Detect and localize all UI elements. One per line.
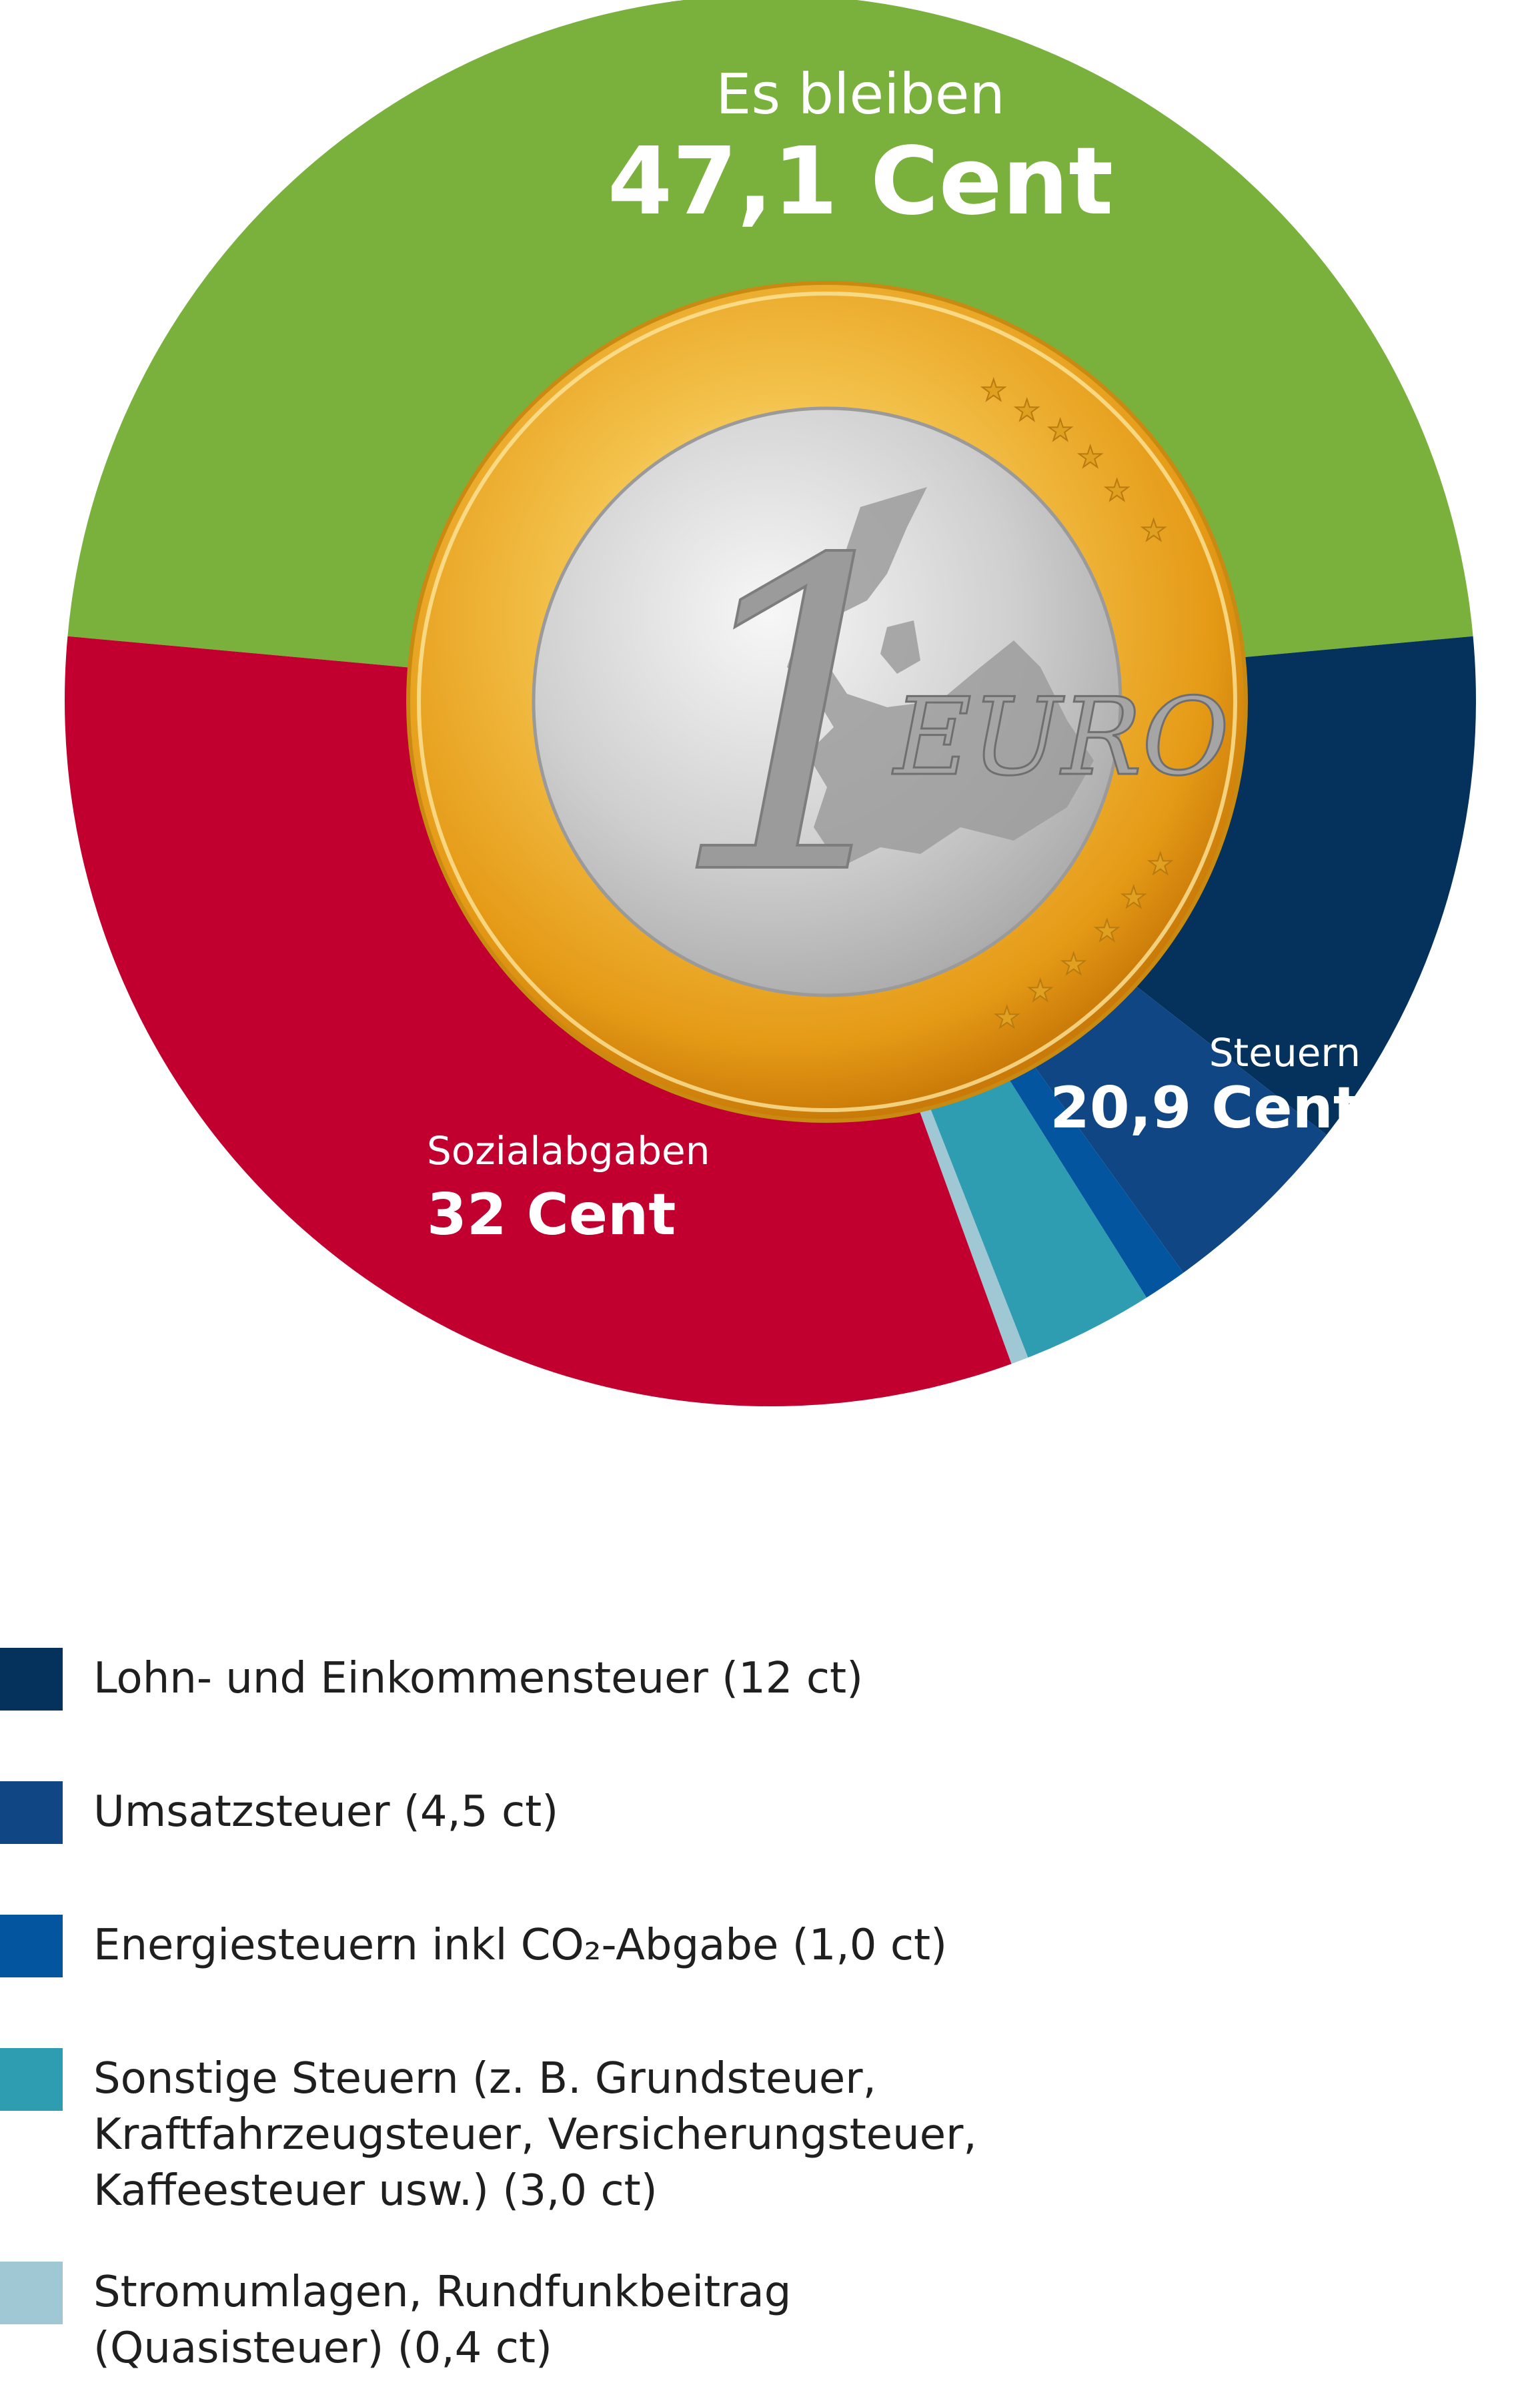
label-remaining: Es bleiben 47,1 Cent [608, 61, 1113, 236]
legend-label: Sonstige Steuern (z. B. Grundsteuer, Kra… [93, 2054, 977, 2216]
legend-swatch [0, 2048, 63, 2111]
label-remaining-caption: Es bleiben [716, 61, 1004, 127]
legend-label: Stromumlagen, Rundfunkbeitrag (Quasisteu… [93, 2268, 792, 2373]
svg-text:★: ★ [1077, 440, 1103, 474]
label-remaining-value: 47,1 Cent [608, 127, 1113, 236]
svg-text:★: ★ [1120, 881, 1146, 915]
legend-label: Lohn- und Einkommensteuer (12 ct) [93, 1654, 864, 1703]
svg-text:★: ★ [1104, 474, 1130, 508]
svg-text:★: ★ [1060, 947, 1086, 981]
one-euro-coin-icon: 1 EURO ★★★ ★★★ ★★★ ★★★ [406, 281, 1248, 1123]
svg-text:★: ★ [1147, 847, 1173, 881]
legend-swatch [0, 2262, 63, 2324]
legend-swatch [0, 1915, 63, 1977]
label-social-value: 32 Cent [427, 1181, 676, 1248]
coin-numeral: 1 [667, 471, 938, 968]
legend-label: Energiesteuern inkl CO₂-Abgabe (1,0 ct) [93, 1921, 948, 1970]
svg-text:★: ★ [994, 1001, 1020, 1035]
legend-item: Umsatzsteuer (4,5 ct) [0, 1781, 558, 1844]
legend-item: Lohn- und Einkommensteuer (12 ct) [0, 1648, 863, 1711]
svg-text:★: ★ [1047, 414, 1073, 448]
label-social: Sozialabgaben 32 Cent [427, 1128, 710, 1248]
svg-text:★: ★ [1014, 394, 1040, 428]
legend-item: Energiesteuern inkl CO₂-Abgabe (1,0 ct) [0, 1915, 947, 1977]
svg-text:★: ★ [1027, 974, 1053, 1008]
svg-text:★: ★ [980, 374, 1006, 408]
label-taxes-caption: Steuern [1209, 1030, 1361, 1075]
legend-label: Umsatzsteuer (4,5 ct) [93, 1787, 559, 1837]
svg-text:★: ★ [1094, 914, 1120, 948]
legend-swatch [0, 1781, 63, 1844]
label-social-caption: Sozialabgaben [427, 1128, 710, 1173]
label-taxes: Steuern 20,9 Cent [1050, 1030, 1361, 1141]
legend-item: Stromumlagen, Rundfunkbeitrag (Quasisteu… [0, 2262, 791, 2376]
legend-swatch [0, 1648, 63, 1711]
legend-item: Sonstige Steuern (z. B. Grundsteuer, Kra… [0, 2048, 977, 2219]
label-taxes-value: 20,9 Cent [1050, 1075, 1361, 1141]
coin-euro-text: EURO [892, 674, 1229, 799]
donut-chart: 1 EURO ★★★ ★★★ ★★★ ★★★ Es bleiben 47,1 C… [65, 0, 1476, 1406]
svg-text:★: ★ [1140, 514, 1167, 548]
